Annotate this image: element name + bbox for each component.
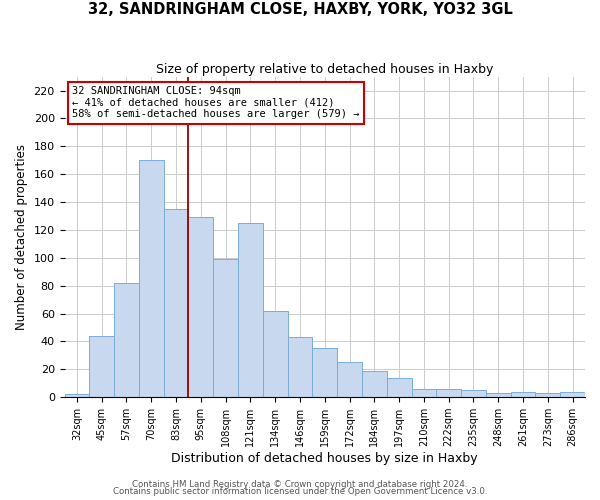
Text: 32 SANDRINGHAM CLOSE: 94sqm
← 41% of detached houses are smaller (412)
58% of se: 32 SANDRINGHAM CLOSE: 94sqm ← 41% of det… — [73, 86, 360, 120]
Text: Contains HM Land Registry data © Crown copyright and database right 2024.: Contains HM Land Registry data © Crown c… — [132, 480, 468, 489]
Bar — [89, 336, 114, 397]
Bar — [238, 223, 263, 397]
Bar — [263, 311, 287, 397]
Bar — [461, 390, 486, 397]
Bar — [164, 209, 188, 397]
Bar — [535, 393, 560, 397]
Bar — [114, 283, 139, 397]
Bar — [436, 389, 461, 397]
X-axis label: Distribution of detached houses by size in Haxby: Distribution of detached houses by size … — [172, 452, 478, 465]
Bar — [511, 392, 535, 397]
Bar — [287, 338, 313, 397]
Bar — [213, 259, 238, 397]
Bar — [65, 394, 89, 397]
Bar — [362, 370, 387, 397]
Bar — [139, 160, 164, 397]
Bar — [188, 218, 213, 397]
Bar — [412, 389, 436, 397]
Bar — [387, 378, 412, 397]
Bar — [560, 392, 585, 397]
Y-axis label: Number of detached properties: Number of detached properties — [15, 144, 28, 330]
Title: Size of property relative to detached houses in Haxby: Size of property relative to detached ho… — [156, 62, 493, 76]
Text: 32, SANDRINGHAM CLOSE, HAXBY, YORK, YO32 3GL: 32, SANDRINGHAM CLOSE, HAXBY, YORK, YO32… — [88, 2, 512, 18]
Bar — [486, 393, 511, 397]
Bar — [337, 362, 362, 397]
Bar — [313, 348, 337, 397]
Text: Contains public sector information licensed under the Open Government Licence v3: Contains public sector information licen… — [113, 487, 487, 496]
